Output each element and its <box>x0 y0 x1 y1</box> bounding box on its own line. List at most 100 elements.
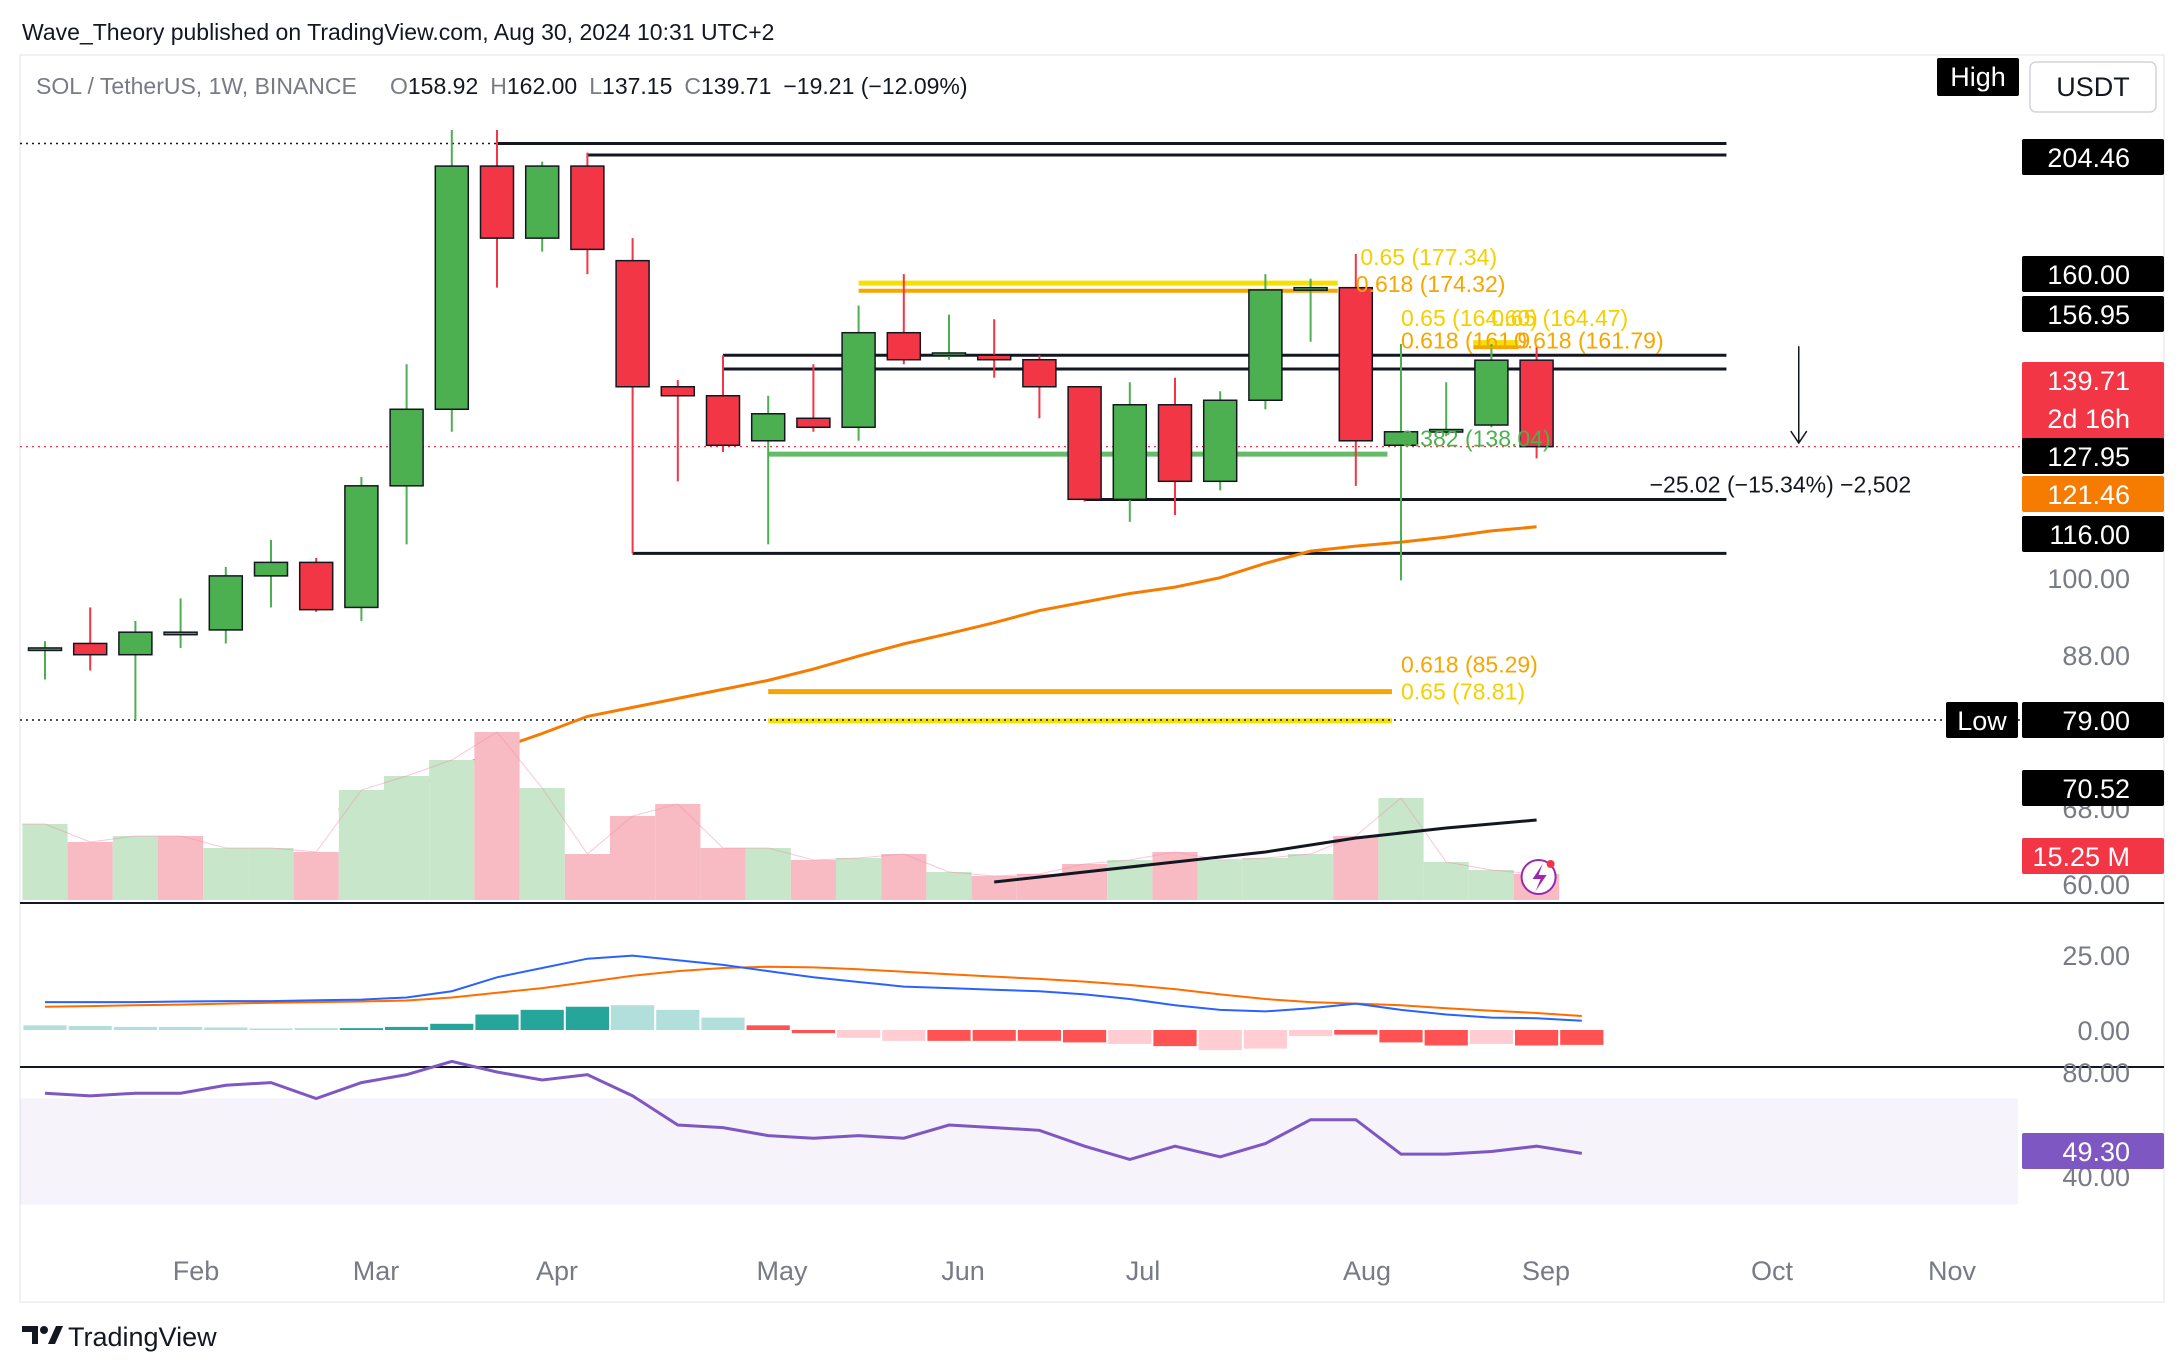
macd-histogram-bar <box>294 1028 338 1030</box>
candle <box>163 598 198 648</box>
volume-bar <box>610 816 656 900</box>
rsi-line <box>44 1059 1583 1162</box>
macd-histogram-bar <box>204 1027 248 1030</box>
candle <box>841 305 876 441</box>
volume-bar <box>112 836 158 900</box>
candle-body <box>1383 431 1419 447</box>
fib-annotation: 0.65 (164.60) <box>1401 305 1538 331</box>
candle-body <box>1202 399 1238 483</box>
volume-bar <box>745 848 791 900</box>
price-tag: 15.25 M <box>2022 838 2164 874</box>
price-pane[interactable]: 0.65 (177.34)0.618 (174.32) 0.65 (164.60)… <box>20 130 2022 812</box>
axis-tick-label: 80.00 <box>2062 1058 2130 1088</box>
price-axis[interactable]: 100.0088.0068.0060.0025.000.0080.0040.00… <box>1937 58 2164 1192</box>
rsi-pane[interactable] <box>20 1059 2018 1205</box>
candle <box>1112 382 1148 522</box>
candle-body <box>1293 286 1328 291</box>
logo-mark-dot <box>40 1326 48 1334</box>
candle-body <box>344 485 379 609</box>
candle <box>253 539 289 608</box>
ohlc-key: H <box>490 73 507 99</box>
candle <box>1248 274 1283 410</box>
logo-mark-t <box>22 1326 38 1344</box>
lightning-icon-bolt <box>1532 864 1547 891</box>
candle-body <box>1338 286 1374 442</box>
macd-histogram-bar <box>385 1026 429 1030</box>
ohlc-value: 158.92 <box>408 73 478 99</box>
price-tag-box <box>2022 438 2164 474</box>
publisher-line: Wave_Theory published on TradingView.com… <box>22 19 774 45</box>
currency-button[interactable]: USDT <box>2029 61 2157 113</box>
volume-bar <box>67 842 113 900</box>
time-axis-label: Jun <box>941 1256 985 1286</box>
candle <box>1428 382 1464 437</box>
ohlc-key: C <box>684 73 701 99</box>
candle-body <box>1067 385 1102 501</box>
candle <box>1293 278 1328 342</box>
price-tag-value: 139.71 <box>2047 366 2130 396</box>
volume-bar <box>1333 836 1379 900</box>
currency-button-label: USDT <box>2056 72 2130 102</box>
high-badge-label: High <box>1950 62 2006 92</box>
macd-histogram-bar <box>113 1026 157 1030</box>
low-badge-label: Low <box>1957 706 2007 736</box>
macd-histogram-bar <box>520 1009 564 1030</box>
time-axis[interactable]: Feb Mar Apr May Jun Jul Aug Sep Oct Nov <box>173 1256 1977 1286</box>
fib-annotation: 0.618 (161.9 <box>1401 327 1530 353</box>
legend-backdrop <box>22 64 1022 104</box>
candle <box>615 238 650 554</box>
axis-tick-label: 25.00 <box>2062 941 2130 971</box>
candle <box>886 274 922 365</box>
candle <box>750 395 786 545</box>
candle-body <box>796 417 831 429</box>
candle-body <box>1519 359 1554 448</box>
price-tag-value: 127.95 <box>2047 442 2130 472</box>
macd-pane[interactable] <box>23 954 1604 1051</box>
macd-histogram-bar <box>1063 1030 1107 1043</box>
high-badge: High <box>1937 58 2019 96</box>
price-tag-value: 70.52 <box>2062 774 2130 804</box>
macd-histogram-bar <box>1515 1030 1559 1046</box>
price-tag-value: 156.95 <box>2047 300 2130 330</box>
candle <box>1157 377 1193 516</box>
volume-bar <box>248 848 294 900</box>
time-axis-label: Sep <box>1522 1256 1570 1286</box>
volume-bar <box>384 776 430 900</box>
rsi-current-tag: 49.30 <box>2022 1133 2164 1169</box>
price-tag: 116.00 <box>2022 516 2164 552</box>
volume-pane[interactable] <box>22 731 1560 900</box>
fib-annotation: 0.618 (85.29) <box>1401 652 1538 678</box>
volume-bar <box>474 732 520 900</box>
price-tag-value: 116.00 <box>2049 520 2130 550</box>
time-axis-label: Apr <box>536 1256 578 1286</box>
candle-body <box>841 331 876 429</box>
volume-ma-line <box>994 818 1537 884</box>
volume-bar <box>564 854 610 900</box>
candle-body <box>72 642 108 656</box>
time-axis-label: Oct <box>1751 1256 1794 1286</box>
volume-bar <box>203 848 249 900</box>
candle-body <box>1112 404 1148 501</box>
volume-bar <box>519 788 565 900</box>
candle <box>208 566 244 644</box>
volume-bar <box>22 824 68 900</box>
macd-histogram-bar <box>746 1025 790 1030</box>
footer: TradingView <box>22 1322 217 1352</box>
candle <box>1519 346 1554 459</box>
volume-bar <box>1423 862 1469 900</box>
candle <box>976 319 1012 378</box>
price-tag: 156.95 <box>2022 296 2164 332</box>
fib-annotation: 0.382 (138.04) <box>1401 426 1551 452</box>
measure-arrow-head <box>1790 430 1808 445</box>
macd-histogram-bar <box>1334 1030 1378 1035</box>
candle <box>72 607 108 671</box>
macd-histogram-bar <box>1108 1030 1152 1044</box>
volume-bar <box>429 760 475 900</box>
rsi-band <box>20 1098 2018 1205</box>
candle-body <box>660 385 696 397</box>
fib-annotation: 0.618 (161.79) <box>1514 327 1664 353</box>
lightning-icon-dot <box>1546 860 1555 868</box>
volume-bar <box>338 790 384 900</box>
macd-histogram-bar <box>339 1028 383 1030</box>
fib-annotation: 0.65 (177.34) <box>1360 244 1497 270</box>
